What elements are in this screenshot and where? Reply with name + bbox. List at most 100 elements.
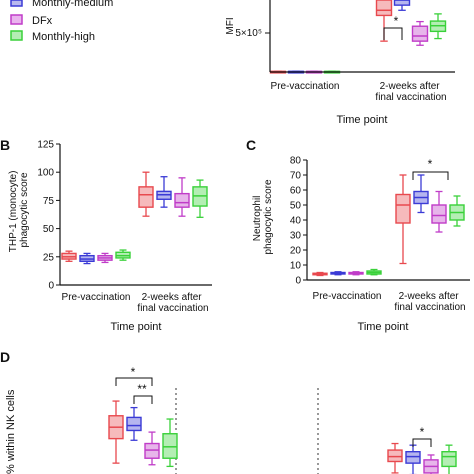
panel-c-yticks: 0 10 20 30 40 50 60 70 80 bbox=[290, 156, 307, 287]
panel-b-boxes bbox=[61, 171, 208, 265]
panel-a-box-dfx-2 bbox=[411, 20, 429, 46]
panel-c-box-monthly-medium-2 bbox=[413, 174, 429, 214]
panel-d-significance-1: * bbox=[131, 365, 136, 379]
panel-b-ylabel-line1: THP-1 (monocyte) bbox=[8, 171, 19, 253]
panel-c-xtick-pre: Pre-vaccination bbox=[313, 291, 382, 302]
panel-c-ytick-label: 30 bbox=[290, 231, 302, 242]
panel-d-box-dfx-3 bbox=[423, 454, 439, 474]
panel-b-box-monthly-medium-2 bbox=[156, 176, 172, 208]
panel-b-ytick-label: 25 bbox=[43, 252, 55, 263]
panel-c-ytick-label: 20 bbox=[290, 246, 302, 257]
panel-b-box-quarterly-2-iqr bbox=[138, 186, 154, 208]
panel-c-ylabel-line2: phagocytic score bbox=[263, 179, 274, 254]
panel-a-ytick-label: 5×10⁵ bbox=[235, 28, 262, 39]
panel-b-box-monthly-high-2 bbox=[192, 179, 208, 218]
panel-a-xlabel: Time point bbox=[337, 114, 388, 126]
panel-c-xlabel: Time point bbox=[358, 321, 409, 333]
legend-item-monthly-high: Monthly-high bbox=[10, 30, 95, 43]
panel-d-box-monthly-high-1 bbox=[162, 418, 178, 468]
panel-c-boxes bbox=[312, 171, 465, 277]
panel-b-ylabel-line2: phagocytic score bbox=[19, 172, 30, 247]
panel-c: C Neutrophil phagocytic score 0 10 20 30 40 5… bbox=[246, 137, 470, 333]
panel-d-bracket-2 bbox=[133, 395, 153, 404]
panel-d-box-monthly-high-3 bbox=[441, 444, 457, 474]
panel-b-label: B bbox=[0, 137, 10, 153]
panel-c-box-dfx-1 bbox=[348, 271, 364, 276]
panel-c-xtick-post-line1: 2-weeks after bbox=[399, 291, 460, 302]
panel-b-box-dfx-2-iqr bbox=[174, 192, 190, 208]
panel-c-ytick-label: 10 bbox=[290, 261, 302, 272]
panel-c-ytick-label: 80 bbox=[290, 156, 302, 167]
panel-b-ytick-label: 50 bbox=[43, 224, 55, 235]
panel-d-significance-2: ** bbox=[137, 382, 147, 396]
panel-d-boxes bbox=[108, 377, 457, 474]
legend-swatch-monthly-high bbox=[10, 30, 23, 41]
panel-d-box-monthly-high-3-iqr bbox=[441, 451, 457, 468]
panel-d: D % within NK cells * ** * bbox=[0, 349, 457, 474]
panel-d-box-quarterly-1 bbox=[108, 400, 124, 464]
panel-d-box-monthly-medium-1-iqr bbox=[126, 416, 142, 432]
panel-c-box-quarterly-2 bbox=[395, 174, 411, 265]
panel-a-box-monthly-high-2 bbox=[429, 13, 447, 40]
panel-a-ylabel: MFI bbox=[225, 17, 236, 34]
panel-c-box-dfx-2-iqr bbox=[431, 204, 447, 224]
panel-b-xtick-post: 2-weeks after final vaccination bbox=[137, 292, 208, 314]
panel-b-ytick-label: 100 bbox=[37, 168, 54, 179]
legend-label-dfx: DFx bbox=[32, 15, 53, 27]
panel-b: B THP-1 (monocyte) phagocytic score 0 25 5… bbox=[0, 137, 212, 333]
panel-d-box-monthly-medium-1 bbox=[126, 406, 142, 441]
legend-item-dfx: DFx bbox=[10, 14, 53, 27]
legend: Monthly-medium DFx Monthly-high bbox=[10, 0, 113, 43]
panel-d-box-quarterly-3 bbox=[387, 442, 403, 474]
panel-c-ytick-label: 70 bbox=[290, 171, 302, 182]
panel-c-ytick-label: 50 bbox=[290, 201, 302, 212]
panel-c-box-quarterly-2-iqr bbox=[395, 193, 411, 224]
panel-b-yticks: 0 25 50 75 100 125 bbox=[37, 140, 60, 292]
panel-d-box-monthly-medium-3-iqr bbox=[405, 451, 421, 464]
panel-c-ytick-label: 0 bbox=[295, 276, 301, 287]
panel-b-xtick-pre: Pre-vaccination bbox=[62, 292, 131, 303]
panel-b-xtick-post-line2: final vaccination bbox=[137, 303, 208, 314]
panel-b-xtick-post-line1: 2-weeks after bbox=[142, 292, 203, 303]
legend-swatch-monthly-medium bbox=[10, 0, 23, 7]
panel-d-box-monthly-medium-3 bbox=[405, 444, 421, 474]
panel-c-ylabel-line1: Neutrophil bbox=[252, 196, 263, 242]
panel-a-significance: * bbox=[394, 14, 399, 28]
panel-c-box-monthly-high-1 bbox=[366, 268, 382, 276]
panel-b-box-monthly-medium-1 bbox=[79, 252, 95, 265]
legend-item-monthly-medium: Monthly-medium bbox=[10, 0, 113, 9]
panel-c-ytick-label: 40 bbox=[290, 216, 302, 227]
panel-a-box-monthly-medium-2 bbox=[393, 0, 411, 11]
panel-b-box-quarterly-2 bbox=[138, 171, 154, 217]
panel-c-xtick-post: 2-weeks after final vaccination bbox=[394, 291, 465, 313]
panel-a-boxes bbox=[269, 0, 447, 74]
panel-d-bracket-3 bbox=[412, 438, 432, 447]
panel-d-box-dfx-1-iqr bbox=[144, 442, 160, 459]
panel-d-box-monthly-high-1-iqr bbox=[162, 433, 178, 459]
panel-a-box-monthly-medium-2-iqr bbox=[393, 0, 411, 6]
panel-c-box-monthly-high-2 bbox=[449, 195, 465, 227]
panel-c-label: C bbox=[246, 137, 256, 153]
panel-a-box-dfx-2-iqr bbox=[411, 25, 429, 42]
panel-b-xlabel: Time point bbox=[111, 321, 162, 333]
panel-b-ytick-label: 75 bbox=[43, 196, 55, 207]
panel-c-ytick-label: 60 bbox=[290, 186, 302, 197]
panel-d-bracket-1 bbox=[115, 377, 153, 386]
panel-b-ytick-label: 125 bbox=[37, 140, 54, 151]
panel-c-ylabel: Neutrophil phagocytic score bbox=[252, 179, 274, 254]
panel-a-bracket bbox=[383, 27, 403, 40]
panel-d-ylabel: % within NK cells bbox=[5, 389, 17, 474]
panel-a-box-quarterly-2-iqr bbox=[375, 0, 393, 17]
panel-c-significance: * bbox=[428, 157, 433, 171]
panel-b-ytick-label: 0 bbox=[48, 281, 54, 292]
panel-d-significance-3: * bbox=[420, 425, 425, 439]
panel-b-box-monthly-high-1 bbox=[115, 249, 131, 261]
panel-a-xtick-pre: Pre-vaccination bbox=[271, 81, 340, 92]
legend-label-monthly-high: Monthly-high bbox=[32, 31, 95, 43]
panel-c-box-monthly-medium-1 bbox=[330, 271, 346, 276]
panel-a: MFI 5×10⁵ * Pre-vaccination 2-weeks afte… bbox=[225, 0, 455, 126]
panel-c-xtick-post-line2: final vaccination bbox=[394, 302, 465, 313]
panel-d-box-dfx-1 bbox=[144, 431, 160, 466]
panel-c-box-dfx-2 bbox=[431, 190, 447, 233]
panel-d-box-quarterly-3-iqr bbox=[387, 449, 403, 463]
